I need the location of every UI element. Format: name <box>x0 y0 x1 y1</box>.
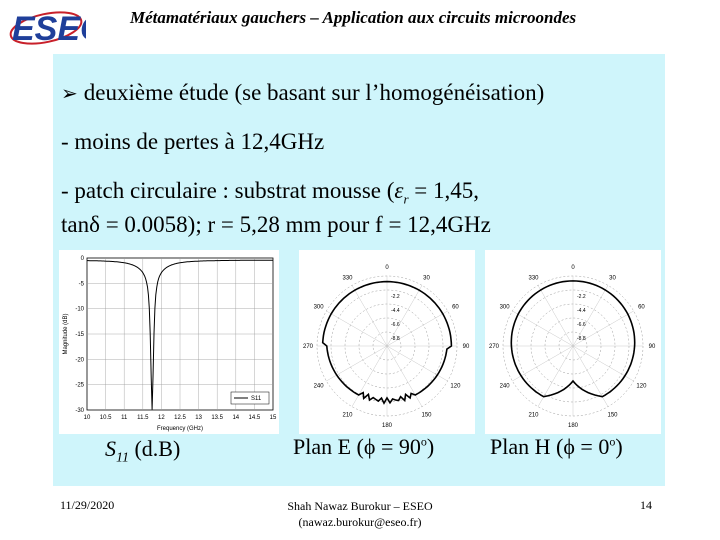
polar-ring-label: -4.4 <box>391 308 400 314</box>
s11-xtick: 11 <box>121 415 128 421</box>
bullet-line-3: - patch circulaire : substrat mousse (εr… <box>61 178 479 208</box>
polar-angle-label: 330 <box>342 276 353 282</box>
hplane-caption-deg: o <box>609 434 616 449</box>
epsilon-symbol: ε <box>394 178 404 203</box>
bullet-line-2: - moins de pertes à 12,4GHz <box>61 129 325 154</box>
hplane-caption-c: ) <box>615 434 623 459</box>
s11-xtick: 12 <box>158 415 165 421</box>
footer-author-email: (nawaz.burokur@eseo.fr) <box>298 515 422 529</box>
s11-caption-main: S <box>105 436 116 461</box>
s11-xtick: 13.5 <box>211 415 223 421</box>
s11-ytick: -30 <box>75 408 84 414</box>
polar-ring-label: -6.6 <box>391 322 400 328</box>
eseo-logo: ESEO <box>6 4 106 52</box>
line3-text-b: = 1,45, <box>408 178 480 203</box>
eplane-caption-b: = 90 <box>375 434 421 459</box>
polar-angle-label: 30 <box>423 276 430 282</box>
footer-date: 11/29/2020 <box>60 498 115 512</box>
polar-ring-label: -6.6 <box>577 322 586 328</box>
polar-angle-label: 30 <box>609 276 616 282</box>
polar-angle-label: 120 <box>450 384 461 390</box>
polar-angle-label: 0 <box>385 265 389 271</box>
s11-ytick: -15 <box>75 332 84 338</box>
line4-text-a: tan <box>61 212 90 237</box>
eplane-caption-phi: ϕ <box>363 434 376 459</box>
s11-ytick: -25 <box>75 383 84 389</box>
s11-caption-sub: 11 <box>116 450 129 466</box>
polar-angle-label: 90 <box>649 344 656 350</box>
polar-angle-label: 0 <box>571 265 575 271</box>
polar-ring-label: -8.8 <box>391 336 400 342</box>
footer-author-name: Shah Nawaz Burokur – ESEO <box>287 499 433 513</box>
polar-angle-label: 240 <box>314 384 325 390</box>
arrow-bullet-icon: ➢ <box>61 83 78 105</box>
s11-ytick: -20 <box>75 357 84 363</box>
polar-angle-label: 270 <box>303 344 314 350</box>
polar-angle-label: 60 <box>452 305 459 311</box>
polar-angle-label: 330 <box>528 276 539 282</box>
s11-caption-unit: (d.B) <box>128 436 181 461</box>
s11-xtick: 12.5 <box>174 415 186 421</box>
s11-xtick: 14.5 <box>249 415 261 421</box>
eplane-caption-deg: o <box>420 434 427 449</box>
bullet-line-1: ➢ deuxième étude (se basant sur l’homogén… <box>61 80 544 106</box>
polar-angle-label: 300 <box>314 305 325 311</box>
hplane-caption-b: = 0 <box>574 434 610 459</box>
s11-xtick: 13 <box>195 415 202 421</box>
delta-symbol: δ <box>89 212 100 237</box>
polar-angle-label: 90 <box>463 344 470 350</box>
hplane-polar-plot: 0 30 60 90 120 150 180 210 240 270 300 330 -2.2 -4.4 -… <box>485 250 661 434</box>
hplane-caption-phi: ϕ <box>563 434 575 459</box>
s11-xtick: 11.5 <box>137 415 149 421</box>
polar-angle-label: 210 <box>528 412 539 418</box>
radiation-pattern-curve <box>321 280 453 405</box>
s11-ytick: 0 <box>81 256 85 262</box>
s11-xlabel: Frequency (GHz) <box>157 426 203 432</box>
logo-text: ESEO <box>12 10 86 48</box>
eplane-polar-plot: 0 30 60 90 120 150 180 210 240 270 300 330 -2.2 -4.4 -… <box>299 250 475 434</box>
polar-angle-label: 300 <box>500 305 511 311</box>
polar-angle-label: 120 <box>636 384 647 390</box>
line4-text-b: = 0.0058); r = 5,28 mm pour f = 12,4GHz <box>99 212 491 237</box>
radiation-pattern-curve <box>510 280 636 398</box>
eplane-caption: Plan E (ϕ = 90o) <box>293 434 434 460</box>
bullet-text-1: deuxième étude (se basant sur l’homogéné… <box>83 80 545 105</box>
polar-ring-label: -2.2 <box>577 294 586 300</box>
polar-angle-label: 150 <box>421 412 432 418</box>
s11-ytick: -5 <box>79 281 85 287</box>
s11-xtick: 14 <box>232 415 239 421</box>
polar-angle-label: 150 <box>607 412 618 418</box>
s11-curve <box>87 259 273 410</box>
polar-angle-label: 240 <box>500 384 511 390</box>
polar-angle-label: 270 <box>489 344 500 350</box>
slide-content: ➢ deuxième étude (se basant sur l’homogén… <box>53 54 665 486</box>
hplane-caption-a: Plan H ( <box>490 434 564 459</box>
s11-xtick: 10 <box>84 415 91 421</box>
polar-angle-label: 180 <box>382 423 393 429</box>
polar-angle-label: 60 <box>638 305 645 311</box>
polar-angle-label: 210 <box>342 412 353 418</box>
s11-xtick: 10.5 <box>100 415 112 421</box>
polar-angle-label: 180 <box>568 423 579 429</box>
footer-page-number: 14 <box>640 498 652 512</box>
s11-ylabel: Magnitude (dB) <box>63 313 69 354</box>
polar-ring-label: -2.2 <box>391 294 400 300</box>
s11-caption: S11 (d.B) <box>105 436 180 466</box>
page-title: Métamatériaux gauchers – Application aux… <box>130 8 577 27</box>
hplane-caption: Plan H (ϕ = 0o) <box>490 434 623 460</box>
s11-ytick: -10 <box>75 307 84 313</box>
s11-legend-text: S11 <box>251 396 262 402</box>
s11-plot: 0 -5 -10 -15 -20 -25 -30 10 10.5 11 11.5 12 12.5 13 1… <box>59 250 279 434</box>
polar-ring-label: -4.4 <box>577 308 586 314</box>
line3-text-a: - patch circulaire : substrat mousse ( <box>61 178 395 203</box>
polar-ring-label: -8.8 <box>577 336 586 342</box>
s11-legend-box <box>230 391 270 405</box>
bullet-line-4: tanδ = 0.0058); r = 5,28 mm pour f = 12,… <box>61 212 491 238</box>
s11-xtick: 15 <box>270 415 277 421</box>
footer-author: Shah Nawaz Burokur – ESEO (nawaz.burokur… <box>250 498 470 530</box>
eplane-caption-a: Plan E ( <box>293 434 364 459</box>
epsilon-subscript: r <box>403 191 409 207</box>
eplane-caption-c: ) <box>426 434 435 459</box>
